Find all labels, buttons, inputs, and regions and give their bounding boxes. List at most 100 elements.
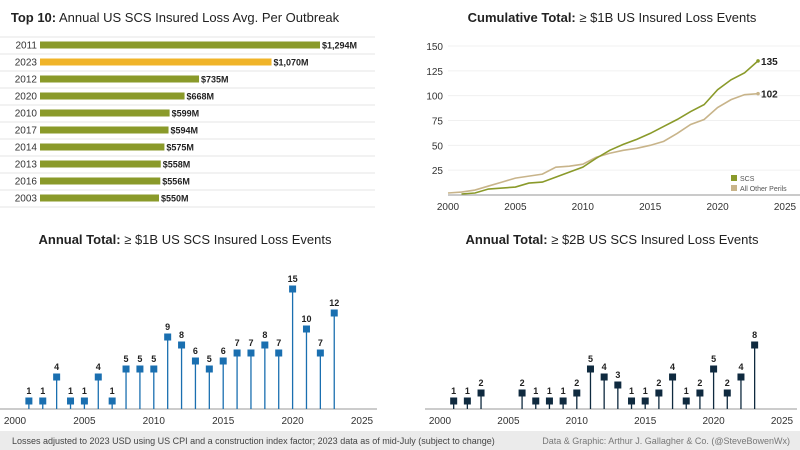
footer-bar	[0, 431, 800, 450]
category-label: 2016	[15, 177, 38, 188]
marker	[80, 397, 88, 405]
legend-label: All Other Perils	[740, 186, 787, 193]
data-label: 4	[54, 362, 59, 372]
data-label: 1	[533, 386, 538, 396]
marker	[261, 341, 269, 349]
footer-note: Losses adjusted to 2023 USD using US CPI…	[12, 436, 495, 446]
data-label: 12	[329, 298, 339, 308]
data-label: 7	[235, 338, 240, 348]
category-label: 2020	[15, 92, 38, 103]
data-label: 1	[40, 386, 45, 396]
cumulative-line-chart: 25 50 75 100 125 150 2000 2005 2010 2015 2020 2025 1…	[426, 42, 800, 213]
y-tick-label: 75	[432, 117, 444, 128]
marker	[545, 397, 553, 405]
data-label: $575M	[166, 143, 194, 153]
title-bold: Cumulative Total:	[468, 10, 576, 25]
title-bold: Annual Total:	[38, 232, 120, 247]
x-tick-label: 2020	[281, 416, 304, 427]
data-label: $735M	[201, 75, 229, 85]
data-label: 8	[262, 330, 267, 340]
marker	[122, 365, 130, 373]
marker	[178, 341, 186, 349]
x-tick-label: 2000	[4, 416, 27, 427]
data-label: $556M	[162, 177, 190, 187]
marker	[275, 349, 283, 357]
data-label: 1	[110, 386, 115, 396]
marker	[289, 285, 297, 293]
marker	[710, 365, 718, 373]
marker	[39, 397, 47, 405]
title-text: ≥ $1B US Insured Loss Events	[579, 10, 756, 25]
marker	[164, 333, 172, 341]
marker	[53, 373, 61, 381]
data-label: 8	[179, 330, 184, 340]
bar	[40, 160, 161, 168]
title-bold: Annual Total:	[465, 232, 547, 247]
legend-swatch	[731, 175, 737, 181]
data-label: 4	[670, 362, 675, 372]
x-tick-label: 2005	[73, 416, 96, 427]
marker	[682, 397, 690, 405]
bar	[40, 194, 160, 202]
data-label: 15	[288, 274, 298, 284]
bar	[40, 92, 185, 100]
marker	[655, 389, 663, 397]
title-text: ≥ $2B US SCS Insured Loss Events	[551, 232, 759, 247]
marker	[586, 365, 594, 373]
marker	[696, 389, 704, 397]
title-text: Annual US SCS Insured Loss Avg. Per Outb…	[59, 10, 340, 25]
marker	[136, 365, 144, 373]
data-label: 5	[711, 354, 716, 364]
x-tick-label: 2010	[566, 416, 589, 427]
marker	[463, 397, 471, 405]
category-label: 2013	[15, 160, 38, 171]
data-label: 1	[82, 386, 87, 396]
data-label: 7	[276, 338, 281, 348]
x-tick-label: 2025	[351, 416, 374, 427]
x-tick-label: 2015	[212, 416, 235, 427]
x-tick-label: 2000	[437, 202, 460, 213]
bar-chart-title: Top 10: Annual US SCS Insured Loss Avg. …	[11, 10, 340, 25]
end-point	[756, 59, 760, 63]
data-label: 5	[151, 354, 156, 364]
x-tick-label: 2025	[774, 202, 797, 213]
data-label: $1,294M	[322, 41, 357, 51]
marker	[191, 357, 199, 365]
data-label: 1	[465, 386, 470, 396]
end-label: 135	[761, 57, 778, 68]
bar	[40, 177, 161, 185]
data-label: 2	[479, 378, 484, 388]
data-label: 7	[248, 338, 253, 348]
data-label: 1	[629, 386, 634, 396]
marker	[94, 373, 102, 381]
x-tick-label: 2010	[143, 416, 166, 427]
category-label: 2017	[15, 126, 38, 137]
footer-credit: Data & Graphic: Arthur J. Gallagher & Co…	[542, 436, 790, 446]
marker	[532, 397, 540, 405]
title-text: ≥ $1B US SCS Insured Loss Events	[124, 232, 332, 247]
series-line-other-perils	[447, 92, 759, 194]
data-label: 9	[165, 322, 170, 332]
data-label: 10	[301, 314, 311, 324]
data-label: 1	[68, 386, 73, 396]
data-label: 1	[547, 386, 552, 396]
data-label: 1	[561, 386, 566, 396]
x-tick-label: 2015	[634, 416, 657, 427]
data-label: 6	[221, 346, 226, 356]
marker	[751, 341, 759, 349]
y-tick-label: 150	[426, 42, 443, 53]
data-label: 1	[26, 386, 31, 396]
line-chart-title: Cumulative Total: ≥ $1B US Insured Loss …	[468, 10, 757, 25]
marker	[737, 373, 745, 381]
end-label: 102	[761, 90, 778, 101]
marker	[67, 397, 75, 405]
x-tick-label: 2010	[572, 202, 595, 213]
marker	[150, 365, 158, 373]
annual-2b-chart-title: Annual Total: ≥ $2B US SCS Insured Loss …	[465, 232, 759, 247]
marker	[247, 349, 255, 357]
data-label: 5	[588, 354, 593, 364]
data-label: $668M	[187, 92, 215, 102]
marker	[641, 397, 649, 405]
